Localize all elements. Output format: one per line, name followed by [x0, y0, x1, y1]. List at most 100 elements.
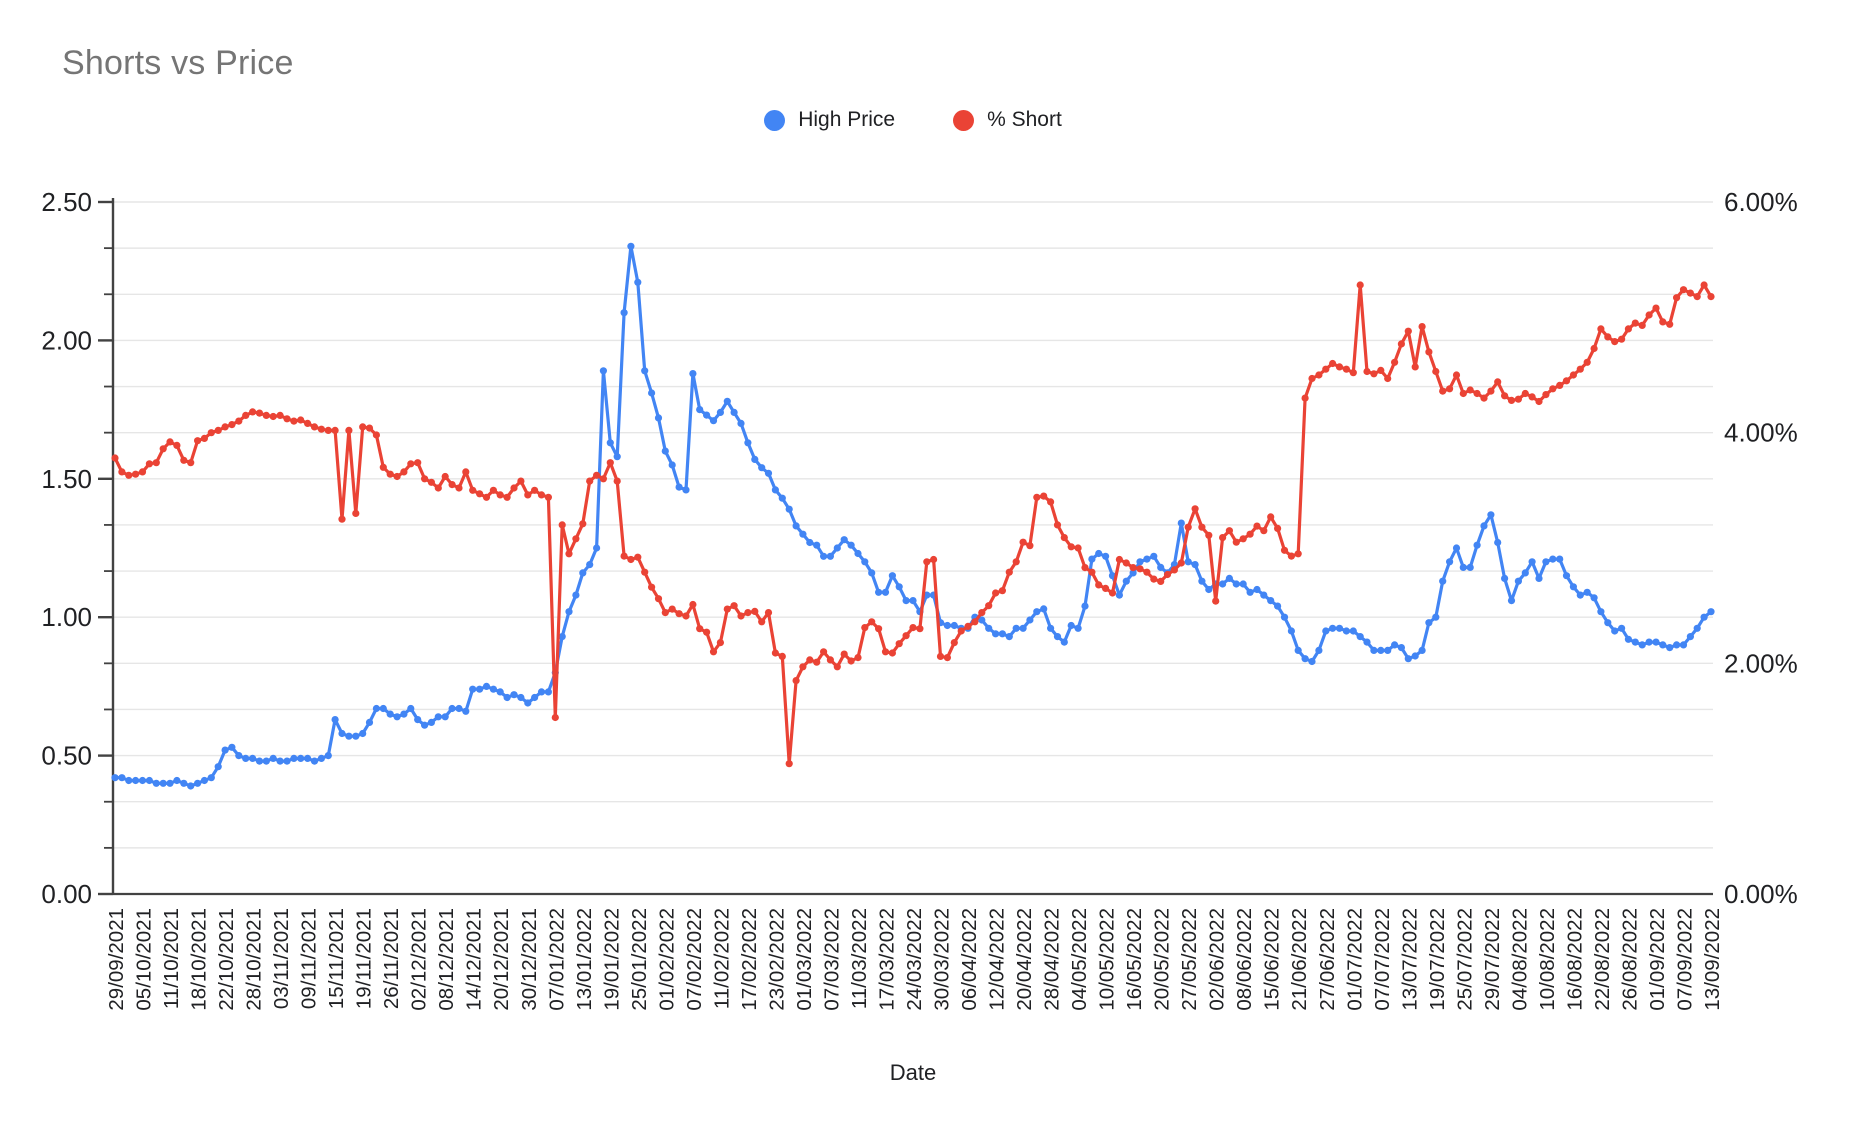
data-point-high-price[interactable] — [689, 370, 697, 378]
data-point-percent-short[interactable] — [524, 491, 532, 499]
data-point-high-price[interactable] — [200, 776, 208, 785]
data-point-high-price[interactable] — [138, 776, 147, 785]
data-point-high-price[interactable] — [297, 754, 305, 763]
data-point-high-price[interactable] — [359, 729, 367, 738]
data-point-percent-short[interactable] — [1645, 311, 1653, 319]
data-point-high-price[interactable] — [476, 685, 484, 693]
data-point-high-price[interactable] — [111, 774, 119, 782]
data-point-high-price[interactable] — [1439, 577, 1447, 585]
data-point-high-price[interactable] — [868, 569, 876, 577]
data-point-percent-short[interactable] — [634, 553, 642, 561]
data-point-percent-short[interactable] — [276, 411, 284, 419]
data-point-percent-short[interactable] — [262, 411, 270, 419]
data-point-percent-short[interactable] — [875, 625, 883, 633]
data-point-percent-short[interactable] — [1253, 522, 1261, 530]
data-point-high-price[interactable] — [1638, 641, 1646, 649]
data-point-high-price[interactable] — [1583, 588, 1591, 596]
data-point-percent-short[interactable] — [372, 431, 380, 439]
data-point-high-price[interactable] — [517, 693, 525, 702]
data-point-high-price[interactable] — [909, 597, 917, 605]
data-point-high-price[interactable] — [1404, 655, 1412, 663]
data-point-percent-short[interactable] — [1005, 568, 1013, 576]
data-point-percent-short[interactable] — [1212, 597, 1220, 605]
data-point-percent-short[interactable] — [558, 521, 566, 529]
data-point-high-price[interactable] — [778, 494, 786, 502]
data-point-high-price[interactable] — [1274, 602, 1282, 610]
data-point-high-price[interactable] — [826, 552, 835, 560]
data-point-high-price[interactable] — [641, 367, 649, 375]
data-point-high-price[interactable] — [737, 419, 745, 427]
data-point-percent-short[interactable] — [1514, 395, 1522, 403]
data-point-percent-short[interactable] — [1060, 534, 1068, 542]
data-point-high-price[interactable] — [1542, 558, 1550, 566]
data-point-percent-short[interactable] — [881, 648, 890, 656]
data-point-high-price[interactable] — [1260, 591, 1268, 599]
data-point-percent-short[interactable] — [421, 475, 429, 483]
data-point-percent-short[interactable] — [365, 424, 374, 432]
data-point-high-price[interactable] — [1473, 541, 1481, 549]
data-point-percent-short[interactable] — [785, 760, 793, 768]
data-point-high-price[interactable] — [1556, 555, 1564, 563]
data-point-percent-short[interactable] — [1301, 394, 1309, 402]
data-point-percent-short[interactable] — [826, 656, 835, 664]
data-point-high-price[interactable] — [1562, 572, 1571, 580]
data-point-percent-short[interactable] — [737, 612, 745, 620]
data-point-high-price[interactable] — [593, 544, 601, 552]
data-point-high-price[interactable] — [524, 699, 532, 707]
data-point-high-price[interactable] — [269, 754, 277, 763]
data-point-high-price[interactable] — [1535, 574, 1543, 583]
data-point-percent-short[interactable] — [1205, 531, 1213, 539]
data-point-percent-short[interactable] — [359, 423, 367, 431]
data-point-high-price[interactable] — [1047, 624, 1055, 632]
data-point-percent-short[interactable] — [1611, 338, 1619, 346]
data-point-percent-short[interactable] — [943, 654, 952, 662]
data-point-percent-short[interactable] — [1652, 304, 1660, 312]
data-point-percent-short[interactable] — [1150, 575, 1158, 583]
data-point-percent-short[interactable] — [338, 515, 346, 523]
data-point-percent-short[interactable] — [1033, 493, 1041, 501]
data-point-high-price[interactable] — [1253, 585, 1261, 594]
data-point-percent-short[interactable] — [317, 425, 325, 433]
data-point-high-price[interactable] — [1005, 633, 1013, 641]
data-point-high-price[interactable] — [386, 710, 394, 718]
data-point-high-price[interactable] — [310, 757, 319, 765]
data-point-percent-short[interactable] — [923, 558, 931, 566]
data-point-high-price[interactable] — [1267, 597, 1275, 605]
data-point-percent-short[interactable] — [1280, 546, 1289, 554]
data-point-percent-short[interactable] — [792, 677, 800, 685]
data-point-percent-short[interactable] — [214, 426, 222, 434]
data-point-high-price[interactable] — [1322, 627, 1330, 635]
data-point-percent-short[interactable] — [476, 490, 484, 498]
data-point-high-price[interactable] — [579, 569, 587, 577]
data-point-high-price[interactable] — [1673, 641, 1681, 649]
data-point-percent-short[interactable] — [1053, 521, 1062, 529]
data-point-percent-short[interactable] — [1219, 534, 1227, 542]
data-point-percent-short[interactable] — [1666, 320, 1674, 328]
data-point-percent-short[interactable] — [909, 624, 917, 632]
data-point-high-price[interactable] — [806, 538, 814, 547]
data-point-percent-short[interactable] — [593, 471, 601, 479]
data-point-high-price[interactable] — [758, 464, 766, 472]
data-point-percent-short[interactable] — [1329, 359, 1337, 368]
data-point-high-price[interactable] — [1026, 616, 1034, 624]
data-point-high-price[interactable] — [304, 754, 312, 763]
data-point-high-price[interactable] — [875, 588, 883, 596]
data-point-high-price[interactable] — [833, 544, 841, 552]
data-point-high-price[interactable] — [1335, 624, 1344, 632]
data-point-percent-short[interactable] — [414, 459, 422, 467]
data-point-high-price[interactable] — [317, 754, 325, 763]
data-point-percent-short[interactable] — [1638, 321, 1646, 329]
data-point-high-price[interactable] — [1432, 613, 1440, 621]
data-point-high-price[interactable] — [255, 757, 264, 765]
data-point-percent-short[interactable] — [1569, 371, 1577, 379]
data-point-percent-short[interactable] — [290, 417, 298, 425]
data-point-high-price[interactable] — [421, 721, 429, 729]
data-point-high-price[interactable] — [393, 713, 401, 721]
data-point-percent-short[interactable] — [194, 437, 202, 445]
data-point-percent-short[interactable] — [255, 409, 264, 417]
data-point-percent-short[interactable] — [1356, 281, 1364, 289]
data-point-percent-short[interactable] — [1198, 523, 1206, 531]
data-point-percent-short[interactable] — [1370, 370, 1378, 378]
data-point-high-price[interactable] — [331, 716, 339, 724]
data-point-percent-short[interactable] — [1335, 363, 1344, 371]
